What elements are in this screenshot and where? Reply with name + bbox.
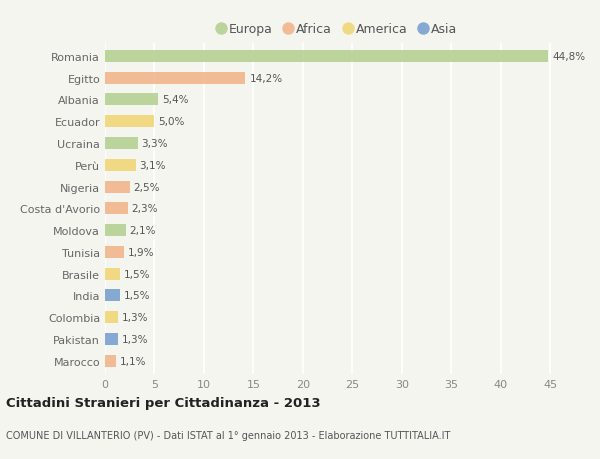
Text: 44,8%: 44,8% xyxy=(552,52,586,62)
Bar xyxy=(105,246,124,258)
Bar xyxy=(105,138,137,150)
Text: 5,0%: 5,0% xyxy=(158,117,185,127)
Text: COMUNE DI VILLANTERIO (PV) - Dati ISTAT al 1° gennaio 2013 - Elaborazione TUTTIT: COMUNE DI VILLANTERIO (PV) - Dati ISTAT … xyxy=(6,431,451,440)
Bar xyxy=(105,268,120,280)
Bar xyxy=(105,333,118,345)
Text: 1,3%: 1,3% xyxy=(122,313,148,323)
Bar xyxy=(105,116,154,128)
Bar xyxy=(105,312,118,324)
Bar xyxy=(105,73,245,84)
Text: 1,1%: 1,1% xyxy=(120,356,146,366)
Text: 14,2%: 14,2% xyxy=(250,73,283,84)
Text: 2,5%: 2,5% xyxy=(134,182,160,192)
Text: 1,3%: 1,3% xyxy=(122,334,148,344)
Text: 2,1%: 2,1% xyxy=(130,225,156,235)
Bar xyxy=(105,224,126,236)
Text: 1,5%: 1,5% xyxy=(124,269,150,279)
Text: Cittadini Stranieri per Cittadinanza - 2013: Cittadini Stranieri per Cittadinanza - 2… xyxy=(6,396,320,409)
Bar xyxy=(105,355,116,367)
Text: 3,1%: 3,1% xyxy=(140,160,166,170)
Text: 1,5%: 1,5% xyxy=(124,291,150,301)
Bar xyxy=(105,94,158,106)
Bar xyxy=(105,159,136,171)
Text: 1,9%: 1,9% xyxy=(128,247,154,257)
Text: 2,3%: 2,3% xyxy=(132,204,158,214)
Bar xyxy=(105,181,130,193)
Bar xyxy=(105,203,128,215)
Text: 3,3%: 3,3% xyxy=(142,139,168,149)
Text: 5,4%: 5,4% xyxy=(163,95,189,105)
Legend: Europa, Africa, America, Asia: Europa, Africa, America, Asia xyxy=(212,18,463,41)
Bar xyxy=(105,50,548,62)
Bar xyxy=(105,290,120,302)
